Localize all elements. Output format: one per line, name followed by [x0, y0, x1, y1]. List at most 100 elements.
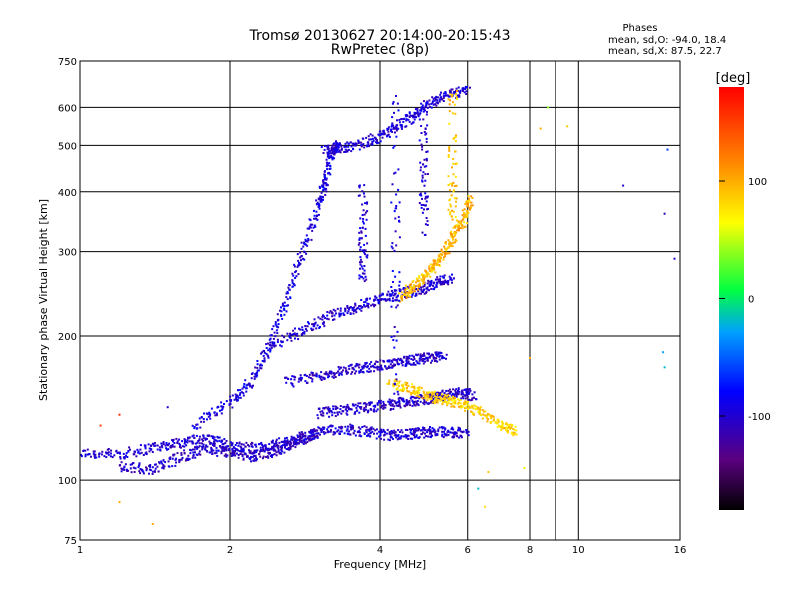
- data-point: [362, 209, 365, 212]
- data-point: [332, 308, 335, 311]
- data-point: [330, 154, 333, 157]
- data-point: [428, 397, 431, 400]
- colorbar-label: [deg]: [716, 71, 751, 86]
- data-point: [255, 445, 258, 448]
- data-point: [365, 211, 367, 214]
- data-point: [423, 158, 426, 161]
- data-point: [273, 344, 276, 347]
- data-point: [130, 471, 133, 474]
- data-point: [134, 450, 137, 453]
- data-point: [375, 140, 378, 142]
- data-point: [309, 377, 312, 379]
- data-point: [151, 470, 154, 473]
- data-point: [380, 406, 383, 409]
- data-point: [375, 296, 378, 299]
- data-point: [252, 459, 255, 462]
- data-point: [243, 383, 246, 385]
- data-point: [442, 399, 444, 402]
- data-point: [119, 452, 121, 455]
- data-point: [453, 92, 456, 95]
- data-point: [396, 388, 398, 391]
- colorbar-tick-label: 100: [748, 177, 767, 188]
- data-point: [454, 241, 456, 244]
- data-point: [285, 444, 288, 447]
- data-point: [262, 354, 265, 357]
- data-point: [275, 438, 278, 441]
- data-point: [307, 237, 310, 240]
- data-point: [402, 435, 405, 438]
- data-point: [430, 270, 433, 273]
- data-point: [416, 400, 419, 402]
- data-point: [439, 278, 442, 281]
- data-point: [214, 414, 217, 417]
- data-point: [454, 225, 457, 228]
- data-point: [406, 401, 409, 404]
- data-point: [426, 173, 429, 175]
- data-point: [337, 144, 340, 147]
- data-point: [310, 438, 313, 441]
- data-point: [282, 303, 284, 306]
- data-point: [263, 360, 266, 363]
- data-point: [379, 431, 382, 434]
- data-point: [206, 418, 208, 421]
- data-point: [379, 434, 382, 437]
- data-point: [425, 104, 428, 107]
- data-point: [346, 413, 349, 416]
- data-point: [400, 362, 403, 365]
- data-point: [391, 130, 394, 133]
- data-point: [160, 444, 163, 447]
- data-point: [118, 451, 121, 454]
- data-point: [235, 448, 238, 451]
- data-point: [340, 145, 343, 148]
- data-point: [414, 363, 417, 366]
- data-point: [421, 179, 424, 182]
- data-point: [398, 118, 401, 121]
- data-point: [255, 458, 258, 461]
- data-point: [430, 361, 432, 364]
- data-point: [395, 129, 398, 132]
- data-point: [421, 197, 423, 200]
- data-point: [253, 455, 255, 457]
- data-point: [170, 445, 173, 447]
- data-point: [380, 294, 383, 297]
- data-point: [222, 443, 225, 446]
- data-point: [449, 90, 452, 93]
- data-point: [428, 289, 430, 292]
- data-point: [326, 164, 328, 167]
- data-point: [339, 372, 342, 375]
- data-point: [409, 404, 412, 407]
- data-point: [418, 292, 421, 295]
- data-point: [275, 451, 278, 454]
- data-point: [408, 400, 411, 403]
- data-point: [497, 424, 500, 427]
- data-point: [358, 148, 361, 151]
- data-point: [425, 113, 428, 116]
- data-point: [362, 192, 365, 195]
- data-point: [437, 102, 439, 105]
- data-point: [394, 292, 396, 295]
- data-point: [283, 309, 286, 311]
- data-point: [427, 272, 430, 275]
- data-point: [497, 419, 500, 422]
- data-point: [221, 405, 224, 408]
- data-point: [475, 398, 478, 401]
- data-point: [376, 432, 379, 435]
- data-point: [379, 359, 382, 362]
- data-point: [322, 189, 324, 192]
- data-point: [378, 400, 381, 402]
- data-point: [416, 386, 419, 389]
- data-point: [270, 440, 273, 443]
- data-point: [476, 407, 479, 410]
- data-point: [435, 351, 438, 354]
- data-point: [351, 142, 354, 145]
- data-point: [424, 179, 427, 182]
- data-point: [312, 226, 315, 229]
- data-point: [290, 435, 293, 438]
- data-point: [437, 353, 440, 356]
- data-point: [411, 428, 414, 430]
- data-point: [459, 89, 462, 92]
- data-point: [328, 162, 331, 165]
- data-point: [329, 156, 332, 158]
- data-point: [440, 352, 443, 355]
- data-point: [199, 426, 202, 429]
